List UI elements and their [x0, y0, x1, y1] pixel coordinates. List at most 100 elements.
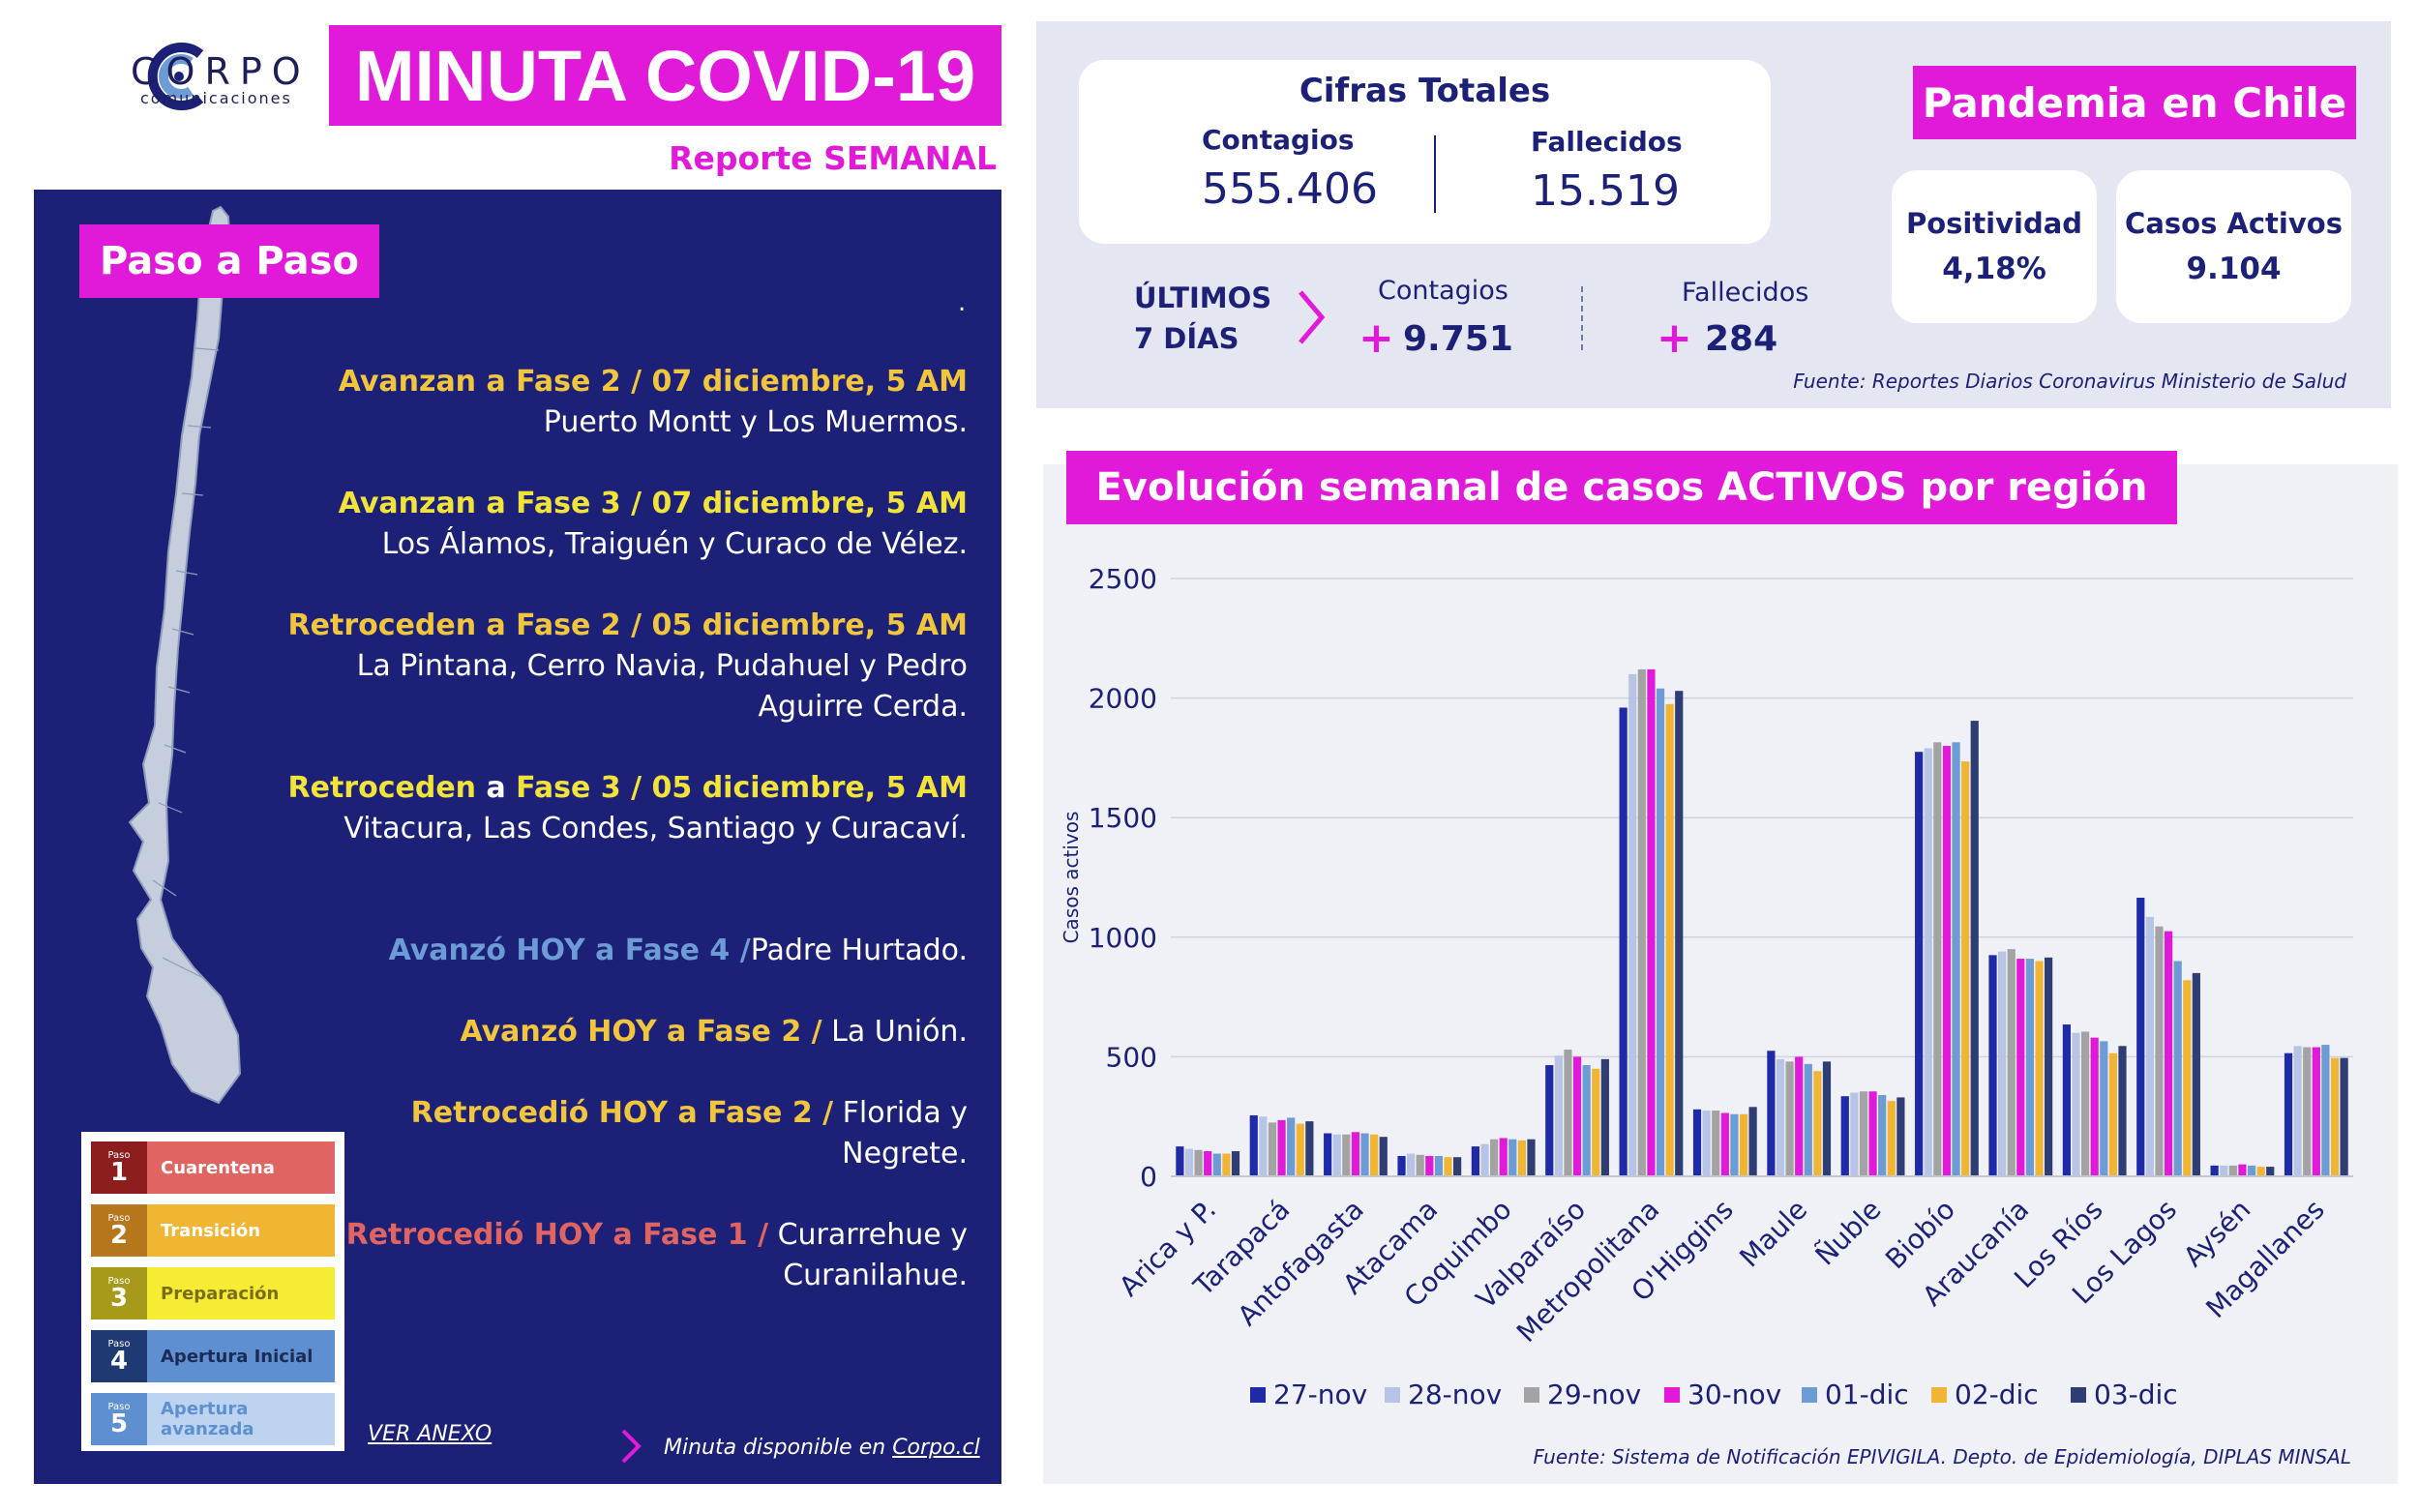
- update-body-cont: Negrete.: [842, 1137, 968, 1171]
- corpo-logo-icon: [147, 43, 204, 110]
- legend-label: 27-nov: [1273, 1379, 1367, 1410]
- bar: [1554, 1055, 1563, 1176]
- casos-activos-label: Casos Activos: [2125, 207, 2343, 240]
- bar: [1675, 691, 1684, 1176]
- bar: [1647, 668, 1656, 1176]
- bar: [1545, 1065, 1554, 1176]
- phase-number: Paso 1: [91, 1141, 147, 1194]
- bar: [2090, 1037, 2099, 1176]
- legend-swatch: [1524, 1387, 1539, 1403]
- bar: [1767, 1051, 1776, 1176]
- bar: [2108, 1052, 2117, 1176]
- corpo-link[interactable]: Corpo.cl: [892, 1436, 980, 1460]
- bar: [1176, 1146, 1184, 1176]
- bar: [2016, 959, 2025, 1176]
- bar: [1489, 1139, 1499, 1176]
- update-body: Los Álamos, Traiguén y Curaco de Vélez.: [381, 527, 968, 561]
- phase-legend-item: Paso 5 Apertura avanzada: [91, 1393, 335, 1445]
- ultimos-7-dias: ÚLTIMOS 7 DÍAS: [1134, 282, 1272, 355]
- bar: [1416, 1154, 1424, 1176]
- bar: [1804, 1063, 1812, 1176]
- bar: [1582, 1065, 1591, 1176]
- ver-anexo-link[interactable]: VER ANEXO: [368, 1422, 493, 1446]
- bar: [1720, 1112, 1729, 1176]
- legend-label: 29-nov: [1547, 1379, 1641, 1410]
- bar: [1194, 1149, 1203, 1176]
- bar: [1887, 1101, 1896, 1176]
- bar: [1942, 746, 1952, 1176]
- bar: [1296, 1123, 1304, 1176]
- contagios-label: Contagios: [1202, 124, 1355, 156]
- minuta-note: Minuta disponible en Corpo.cl: [664, 1436, 980, 1460]
- y-axis-label: Casos activos: [1060, 812, 1083, 944]
- report-subtitle: Reporte SEMANAL: [669, 139, 997, 177]
- phase-legend-item: Paso 2 Transición: [91, 1204, 335, 1257]
- update-highlight: Retrocedió HOY a Fase 1 /: [345, 1218, 769, 1252]
- update-highlight: Avanzan a Fase 3 / 07 diciembre, 5 AM: [338, 487, 968, 520]
- legend-swatch: [2071, 1387, 2086, 1403]
- bar: [1360, 1133, 1369, 1176]
- x-tick-label: Ñuble: [1809, 1194, 1888, 1272]
- separator-dot: .: [958, 288, 967, 317]
- bar: [1332, 1134, 1341, 1176]
- bar: [1896, 1097, 1905, 1176]
- bar: [1712, 1111, 1720, 1176]
- legend-swatch: [1250, 1387, 1266, 1403]
- legend-swatch: [1664, 1387, 1680, 1403]
- chevron-right-icon: [1299, 290, 1326, 344]
- bar: [1397, 1155, 1406, 1176]
- bar: [1850, 1092, 1859, 1176]
- update-body: La Pintana, Cerro Navia, Pudahuel y Pedr…: [356, 649, 968, 683]
- bar: [2183, 980, 2192, 1176]
- update-highlight: Avanzó HOY a Fase 2 /: [460, 1015, 822, 1049]
- week-contagios-value: 9.751: [1403, 319, 1513, 359]
- legend-label: 03-dic: [2094, 1379, 2178, 1410]
- bar: [1444, 1157, 1452, 1176]
- bar: [1471, 1146, 1479, 1176]
- bar: [2155, 926, 2164, 1176]
- update-highlight: Avanzan a Fase 2 / 07 diciembre, 5 AM: [338, 365, 968, 399]
- phase-legend-item: Paso 4 Apertura Inicial: [91, 1330, 335, 1382]
- fuente-epivigila: Fuente: Sistema de Notificación EPIVIGIL…: [1533, 1445, 2351, 1468]
- bar: [1184, 1148, 1194, 1176]
- y-tick-label: 2500: [1089, 563, 1157, 595]
- plus-icon: +: [1359, 313, 1394, 363]
- bar: [1988, 955, 1997, 1176]
- bar: [1249, 1114, 1258, 1176]
- cifras-totales-card: [1079, 60, 1771, 244]
- bar: [2210, 1165, 2219, 1176]
- update-highlight: Avanzó HOY a Fase 4 /: [388, 934, 751, 967]
- update-highlight: Retrocedió HOY a Fase 2 /: [410, 1096, 834, 1130]
- bar: [1739, 1113, 1748, 1176]
- bar: [1480, 1143, 1489, 1176]
- bar: [1342, 1134, 1351, 1176]
- bar: [2062, 1024, 2071, 1176]
- bar: [2173, 961, 2182, 1176]
- bar: [1592, 1068, 1600, 1176]
- bar: [1564, 1049, 1572, 1176]
- bar: [1924, 748, 1932, 1176]
- phase-number: Paso 3: [91, 1267, 147, 1319]
- phase-label: Transición: [147, 1204, 335, 1257]
- positividad-label: Positividad: [1905, 207, 2083, 240]
- bar: [1665, 703, 1674, 1176]
- chevron-right-icon: [621, 1429, 642, 1464]
- bar: [1970, 721, 1979, 1176]
- bar: [2192, 972, 2200, 1176]
- week-fallecidos-value: 284: [1705, 319, 1778, 359]
- y-tick-label: 1500: [1089, 802, 1157, 834]
- cifras-title: Cifras Totales: [1299, 72, 1551, 110]
- bar: [1868, 1091, 1877, 1176]
- x-tick-label: Maule: [1733, 1194, 1813, 1274]
- bar: [1212, 1153, 1221, 1176]
- bar: [2220, 1165, 2228, 1176]
- update-item: Avanzó HOY a Fase 2 / La Unión.: [460, 1012, 968, 1052]
- legend-swatch: [1931, 1387, 1947, 1403]
- y-tick-label: 2000: [1089, 683, 1157, 715]
- casos-activos-card: Casos Activos 9.104: [2116, 170, 2351, 323]
- bar: [1998, 951, 2007, 1176]
- update-body-cont: Aguirre Cerda.: [758, 690, 968, 724]
- bar: [1619, 707, 1628, 1176]
- bar: [2321, 1045, 2330, 1176]
- bar: [2312, 1047, 2320, 1176]
